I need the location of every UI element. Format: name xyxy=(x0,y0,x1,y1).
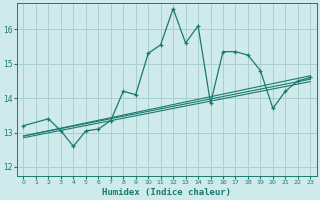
X-axis label: Humidex (Indice chaleur): Humidex (Indice chaleur) xyxy=(102,188,231,197)
